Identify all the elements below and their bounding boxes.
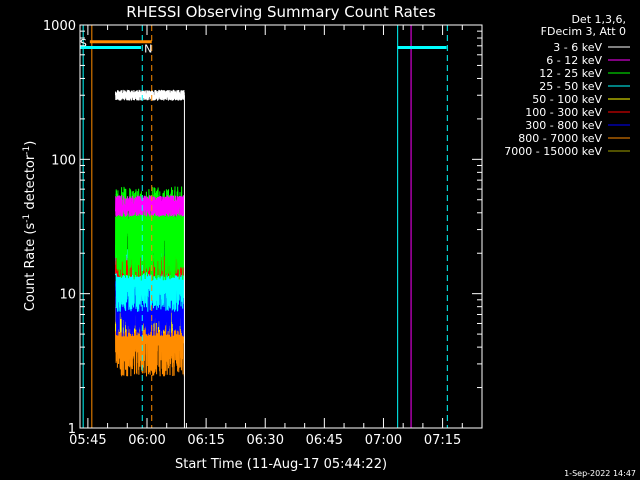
plot-frame xyxy=(79,24,483,429)
legend-label: 25 - 50 keV xyxy=(539,80,602,93)
y-tick-label: 1000 xyxy=(43,19,76,34)
legend-label: 3 - 6 keV xyxy=(553,41,602,54)
series-line xyxy=(115,195,185,217)
legend-label: 7000 - 15000 keV xyxy=(504,145,602,158)
y-axis: 1 10 100 1000 xyxy=(43,19,482,437)
x-tick-label: 06:45 xyxy=(306,433,343,448)
y-axis-label: Count Rate (s-1 detector-1) xyxy=(22,141,38,312)
x-tick-label: 06:30 xyxy=(247,433,284,448)
x-tick-label: 06:15 xyxy=(187,433,224,448)
data-layer xyxy=(115,89,185,428)
x-tick-label: 07:15 xyxy=(424,433,461,448)
x-tick-label: 06:00 xyxy=(128,433,165,448)
chart-title: RHESSI Observing Summary Count Rates xyxy=(126,3,436,21)
legend-label: 6 - 12 keV xyxy=(546,54,602,67)
interval-bar-label: S xyxy=(80,37,87,50)
series-line xyxy=(115,186,185,281)
legend-label: 300 - 800 keV xyxy=(525,119,602,132)
legend-header: FDecim 3, Att 0 xyxy=(541,25,626,38)
legend-header: Det 1,3,6, xyxy=(571,13,626,26)
y-axis-label-mid: detector xyxy=(23,154,38,214)
x-axis: 05:45 06:00 06:15 06:30 06:45 07:00 07:15 xyxy=(69,25,483,448)
y-tick-label: 100 xyxy=(51,153,76,168)
interval-bar-label: N xyxy=(144,42,152,55)
y-axis-label-end: ) xyxy=(23,141,38,146)
y-axis-label-main: Count Rate (s xyxy=(23,223,38,312)
x-axis-label: Start Time (11-Aug-17 05:44:22) xyxy=(175,457,387,472)
y-tick-label: 10 xyxy=(59,288,76,303)
legend-label: 100 - 300 keV xyxy=(525,106,602,119)
y-axis-label-sup2: -1 xyxy=(22,146,32,155)
y-tick-label: 1 xyxy=(68,422,76,437)
series-line xyxy=(115,89,185,101)
legend-label: 12 - 25 keV xyxy=(539,67,602,80)
legend-label: 800 - 7000 keV xyxy=(518,132,602,145)
y-axis-label-sup1: -1 xyxy=(22,214,32,223)
timestamp: 1-Sep-2022 14:47 xyxy=(564,469,636,478)
x-tick-label: 07:00 xyxy=(365,433,402,448)
legend-label: 50 - 100 keV xyxy=(532,93,602,106)
x-tick-label: 05:45 xyxy=(69,433,106,448)
